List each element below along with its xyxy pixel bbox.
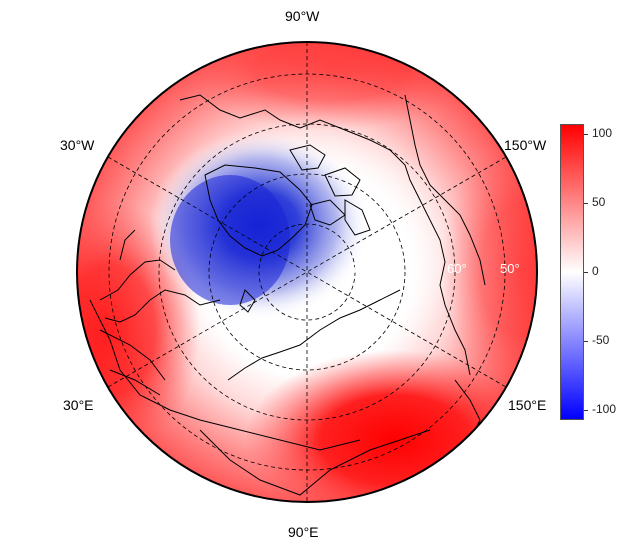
colorbar-label-0: 0 [592, 264, 599, 278]
lon-label-90w: 90°W [285, 8, 320, 24]
colorbar-tick [584, 410, 588, 411]
colorbar-tick [584, 134, 588, 135]
lat-label-60: 60° [447, 261, 467, 276]
lat-label-80: 80° [350, 261, 370, 276]
colorbar-tick [584, 272, 588, 273]
colorbar-tick [584, 203, 588, 204]
graticule [107, 42, 507, 502]
lon-label-90e: 90°E [288, 524, 319, 540]
lat-label-50: 50° [500, 261, 520, 276]
lon-label-30w: 30°W [60, 137, 95, 153]
coastlines [89, 94, 486, 496]
colorbar [560, 124, 584, 420]
colorbar-label-50: 50 [592, 195, 606, 209]
colorbar-tick [584, 341, 588, 342]
lon-label-30e: 30°E [63, 397, 94, 413]
colorbar-label-minus-50: -50 [592, 333, 610, 347]
lon-label-150e: 150°E [508, 397, 547, 413]
map-boundary [76, 41, 538, 503]
anomaly-field [77, 42, 537, 502]
colorbar-label-minus-100: -100 [592, 402, 617, 416]
colorbar-label-100: 100 [592, 126, 613, 140]
lon-label-150w: 150°W [504, 137, 547, 153]
